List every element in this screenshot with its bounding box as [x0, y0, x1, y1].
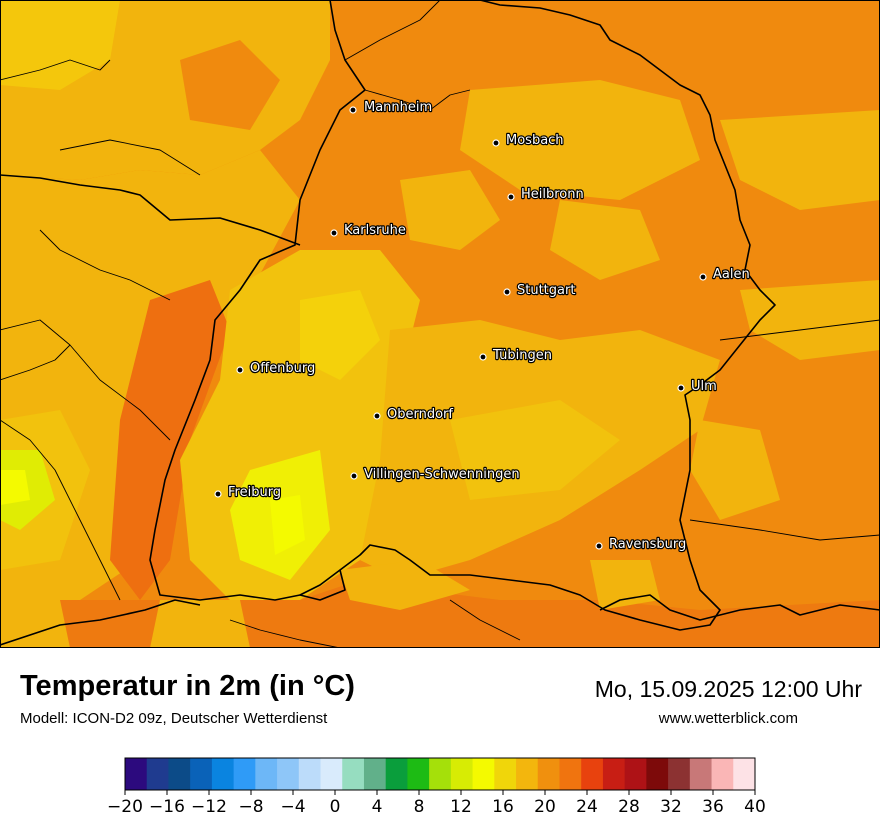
- legend-tick-label: 28: [618, 797, 640, 817]
- legend-tick-label: 24: [576, 797, 598, 817]
- legend-swatch: [668, 758, 691, 790]
- city-label: Freiburg: [228, 485, 281, 500]
- map-title: Temperatur in 2m (in °C): [20, 670, 355, 702]
- city-dot: [349, 106, 357, 114]
- city-ravensburg: Ravensburg: [595, 536, 687, 553]
- city-label: Offenburg: [250, 361, 315, 376]
- legend-swatch: [581, 758, 604, 790]
- city-freiburg: Freiburg: [214, 484, 282, 501]
- city-dot: [479, 353, 487, 361]
- city-label: Heilbronn: [521, 187, 584, 202]
- legend-swatch: [233, 758, 256, 790]
- legend-swatch: [385, 758, 408, 790]
- legend-swatch: [559, 758, 582, 790]
- city-stuttgart: Stuttgart: [503, 282, 577, 299]
- legend-tick-label: 0: [330, 797, 341, 817]
- city-karlsruhe: Karlsruhe: [330, 222, 407, 239]
- city-label: Tübingen: [492, 348, 552, 363]
- city-offenburg: Offenburg: [236, 360, 316, 377]
- city-ulm: Ulm: [677, 378, 718, 395]
- temperature-regions: [0, 0, 880, 648]
- legend-swatch: [168, 758, 191, 790]
- website-link[interactable]: www.wetterblick.com: [658, 710, 798, 727]
- legend-swatch: [211, 758, 235, 790]
- legend-swatch: [125, 758, 148, 790]
- legend-swatch: [190, 758, 213, 790]
- legend-tick-label: −12: [191, 797, 227, 817]
- legend-swatch: [342, 758, 365, 790]
- legend-ticks: −20 −16 −12 −8 −4 0 4 8 12 16 20 24 28 32 36 40: [107, 790, 766, 817]
- temperature-legend: −20 −16 −12 −8 −4 0 4 8 12 16 20 24 28 32 36 40: [107, 757, 766, 817]
- city-dot: [214, 490, 222, 498]
- city-label: Villingen-Schwenningen: [364, 467, 520, 482]
- city-label: Mosbach: [506, 133, 564, 148]
- city-dot: [330, 229, 338, 237]
- legend-swatch: [711, 758, 734, 790]
- legend-swatch: [537, 758, 560, 790]
- city-villingen-schwenningen: Villingen-Schwenningen: [350, 466, 521, 483]
- legend-tick-label: 12: [450, 797, 472, 817]
- legend-swatch: [516, 758, 539, 790]
- legend-swatch: [429, 758, 452, 790]
- legend-swatch: [602, 758, 626, 790]
- legend-swatches: [125, 758, 756, 790]
- city-markers: Mannheim Mosbach Heilbronn Karlsruhe Aal…: [214, 99, 751, 553]
- city-label: Ravensburg: [609, 537, 686, 552]
- city-aalen: Aalen: [699, 266, 751, 283]
- city-dot: [350, 472, 358, 480]
- city-dot: [677, 384, 685, 392]
- city-label: Stuttgart: [517, 283, 575, 298]
- city-heilbronn: Heilbronn: [507, 186, 585, 203]
- city-tuebingen: Tübingen: [479, 347, 553, 364]
- legend-swatch: [689, 758, 712, 790]
- city-dot: [373, 412, 381, 420]
- temperature-map: Mannheim Mosbach Heilbronn Karlsruhe Aal…: [0, 0, 880, 648]
- legend-swatch: [624, 758, 647, 790]
- legend-swatch: [450, 758, 473, 790]
- legend-swatch: [320, 758, 343, 790]
- border-lines: [0, 0, 880, 648]
- map-footer: Temperatur in 2m (in °C) Modell: ICON-D2…: [0, 648, 880, 830]
- legend-tick-label: 36: [702, 797, 724, 817]
- legend-tick-label: 20: [534, 797, 556, 817]
- forecast-datetime: Mo, 15.09.2025 12:00 Uhr: [594, 676, 862, 702]
- legend-frame: [124, 757, 756, 791]
- legend-swatch: [733, 758, 756, 790]
- legend-tick-label: 40: [744, 797, 766, 817]
- legend-tick-label: −8: [238, 797, 263, 817]
- legend-tick-label: −16: [149, 797, 185, 817]
- city-oberndorf: Oberndorf: [373, 406, 455, 423]
- model-info: Modell: ICON-D2 09z, Deutscher Wetterdie…: [20, 710, 328, 727]
- legend-tick-label: 4: [372, 797, 383, 817]
- legend-tick-label: 8: [414, 797, 425, 817]
- legend-tick-label: −4: [280, 797, 305, 817]
- city-dot: [507, 193, 515, 201]
- legend-swatch: [494, 758, 517, 790]
- city-dot: [503, 288, 511, 296]
- city-dot: [595, 542, 603, 550]
- city-label: Karlsruhe: [344, 223, 406, 238]
- city-dot: [492, 139, 500, 147]
- city-mannheim: Mannheim: [349, 99, 433, 116]
- city-mosbach: Mosbach: [492, 132, 565, 149]
- legend-swatch: [472, 758, 495, 790]
- legend-tick-label: 32: [660, 797, 682, 817]
- city-label: Ulm: [691, 379, 717, 394]
- city-label: Oberndorf: [387, 407, 453, 422]
- city-dot: [699, 273, 707, 281]
- legend-swatch: [407, 758, 430, 790]
- legend-swatch: [646, 758, 669, 790]
- city-label: Mannheim: [364, 100, 432, 115]
- city-label: Aalen: [713, 267, 750, 282]
- legend-swatch: [363, 758, 387, 790]
- legend-swatch: [298, 758, 321, 790]
- legend-swatch: [146, 758, 169, 790]
- city-dot: [236, 366, 244, 374]
- legend-tick-label: 16: [492, 797, 514, 817]
- legend-swatch: [277, 758, 300, 790]
- legend-tick-label: −20: [107, 797, 143, 817]
- legend-swatch: [255, 758, 278, 790]
